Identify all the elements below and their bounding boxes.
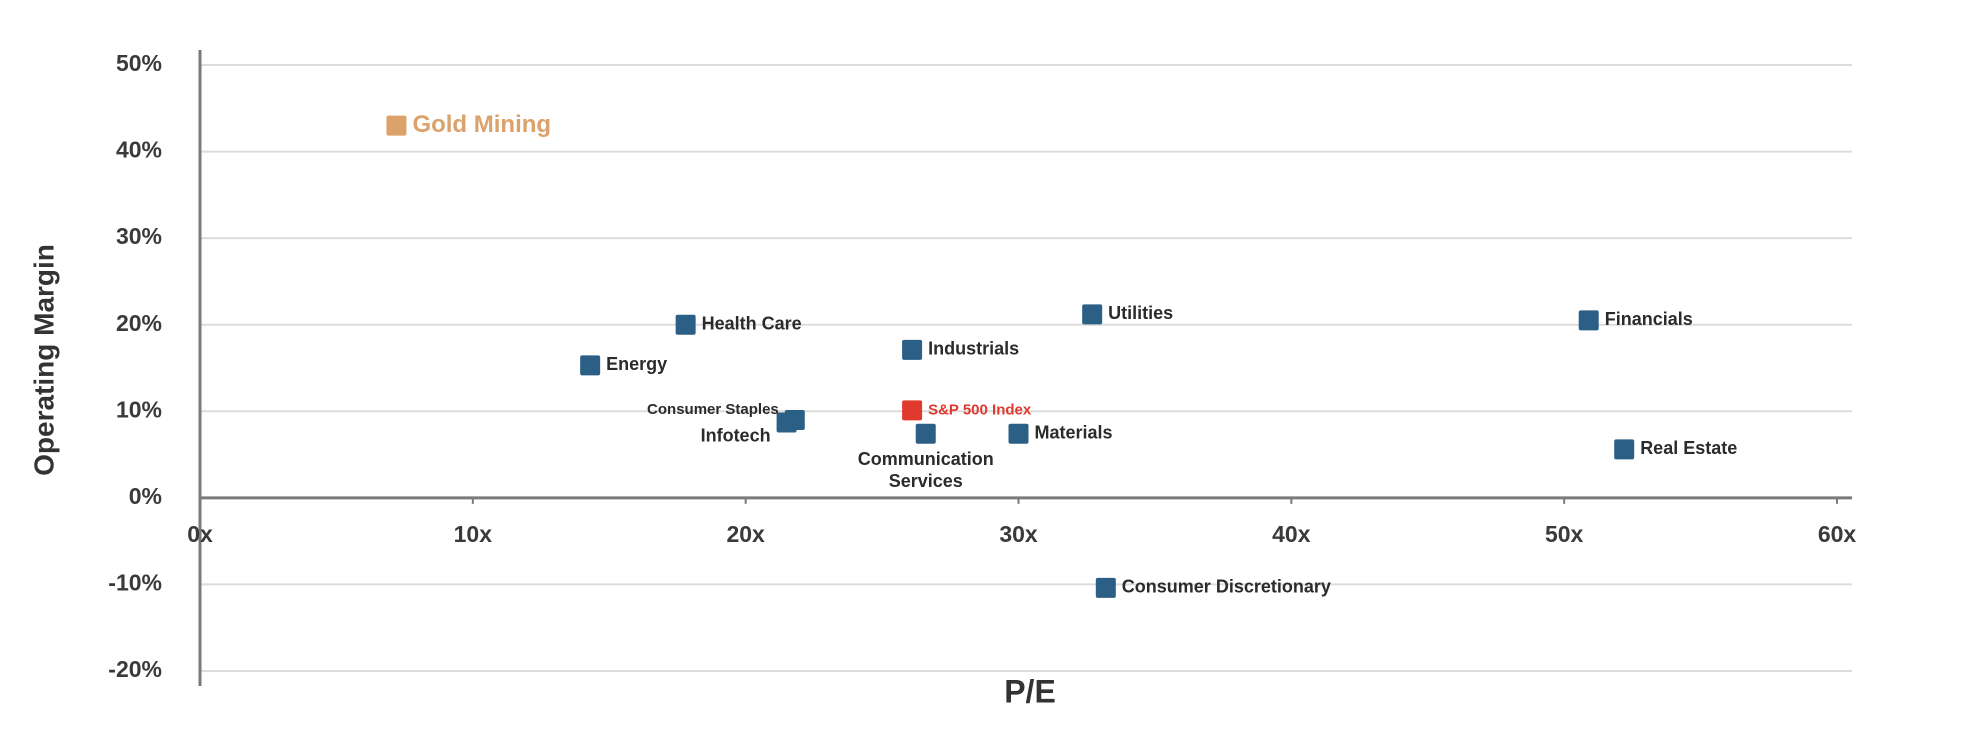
y-tick-label: -20% [108,656,162,682]
x-tick-label: 60x [1818,521,1857,547]
point [580,355,601,376]
point-label: Energy [606,354,667,374]
x-tick-label: 10x [454,521,493,547]
point [902,339,923,360]
point [776,412,797,433]
point-label: Health Care [702,313,802,333]
y-tick-label: 50% [116,50,162,76]
point-label: Utilities [1108,303,1173,323]
x-tick-label: 40x [1272,521,1311,547]
y-tick-label: 0% [129,483,162,509]
point [902,400,923,421]
y-tick-label: 20% [116,310,162,336]
point [1614,439,1635,460]
point-label-box: Communication Services [857,448,994,491]
point-label: Communication Services [857,448,994,491]
x-tick-label: 0x [187,521,213,547]
point-label: Consumer Discretionary [1122,577,1331,597]
y-tick-label: 40% [116,137,162,163]
point [915,423,936,444]
y-tick-label: -10% [108,570,162,596]
point [675,314,696,335]
y-axis-label: Operating Margin [28,244,59,476]
point-label: Real Estate [1640,438,1737,458]
point-label: Consumer Staples [647,401,779,418]
y-tick-label: 30% [116,223,162,249]
point-label: Infotech [701,425,771,445]
x-tick-label: 50x [1545,521,1584,547]
x-axis-label: P/E [1004,673,1056,709]
x-tick-label: 30x [999,521,1038,547]
point-label: Industrials [928,339,1019,359]
point [386,115,407,136]
point-label: Financials [1605,309,1693,329]
point [1095,577,1116,598]
point [1082,304,1103,325]
point-label: Materials [1035,423,1113,443]
y-tick-label: 10% [116,396,162,422]
point-label: S&P 500 Index [928,401,1032,418]
x-tick-label: 20x [726,521,765,547]
point [1578,310,1599,331]
point-label: Gold Mining [412,111,551,138]
point [1008,423,1029,444]
